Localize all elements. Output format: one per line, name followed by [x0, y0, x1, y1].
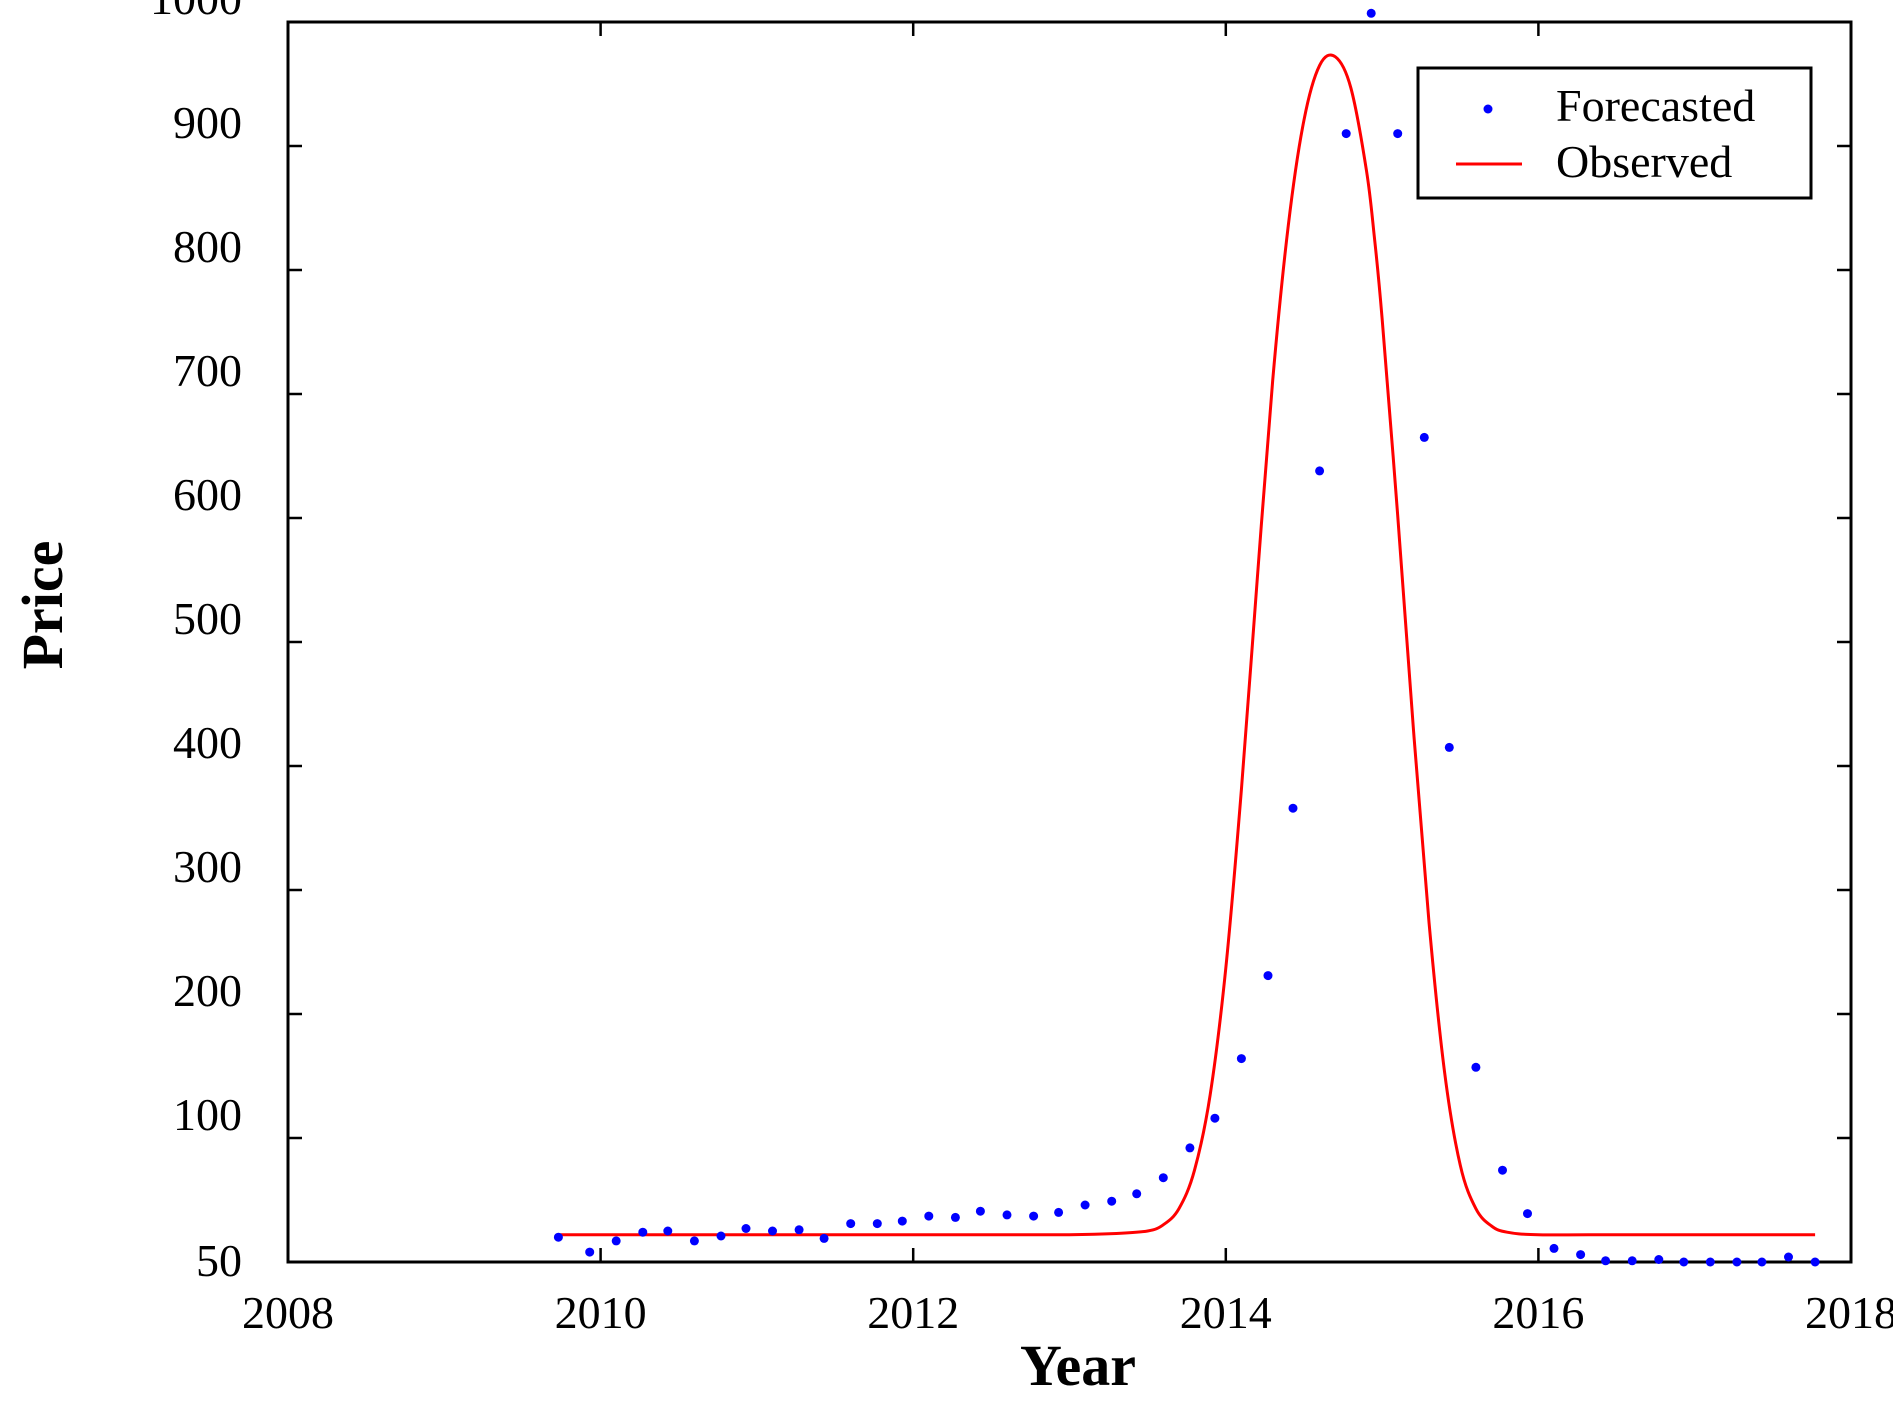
- legend-label-observed: Observed: [1556, 136, 1732, 187]
- y-tick-label: 500: [173, 593, 242, 644]
- forecasted-point: [1080, 1200, 1090, 1210]
- forecasted-point: [1784, 1252, 1793, 1262]
- x-tick-label: 2018: [1805, 1287, 1893, 1338]
- y-axis-title: Price: [10, 541, 75, 670]
- y-tick-label: 900: [173, 97, 242, 148]
- forecasted-point: [1185, 1143, 1195, 1153]
- forecasted-point: [1366, 8, 1376, 18]
- forecasted-point: [950, 1212, 960, 1222]
- forecasted-point: [585, 1247, 595, 1257]
- x-tick-label: 2012: [867, 1287, 959, 1338]
- y-tick-label: 50: [196, 1235, 242, 1286]
- forecasted-point: [1132, 1189, 1142, 1199]
- forecasted-point: [924, 1211, 934, 1221]
- legend-marker-forecasted: [1483, 104, 1493, 114]
- forecasted-point: [553, 1232, 563, 1242]
- forecasted-point: [611, 1236, 621, 1246]
- forecasted-point: [1315, 466, 1325, 476]
- forecasted-point: [975, 1206, 985, 1216]
- y-tick-label: 200: [173, 965, 242, 1016]
- x-axis-title: Year: [1020, 1333, 1136, 1398]
- forecasted-point: [1732, 1257, 1742, 1267]
- forecasted-point: [1523, 1209, 1532, 1219]
- forecasted-point: [1498, 1165, 1507, 1175]
- forecasted-point: [1654, 1255, 1664, 1264]
- forecasted-point: [1576, 1250, 1586, 1260]
- y-tick-label: 700: [173, 345, 242, 396]
- legend-label-forecasted: Forecasted: [1556, 80, 1755, 131]
- forecasted-point: [1705, 1257, 1715, 1267]
- forecasted-point: [1288, 803, 1298, 813]
- forecasted-point: [1810, 1257, 1820, 1267]
- y-tick-label: 400: [173, 717, 242, 768]
- forecasted-point: [1158, 1173, 1168, 1183]
- forecasted-point: [819, 1233, 829, 1243]
- legend: Forecasted Observed: [1416, 66, 1813, 200]
- forecasted-point: [1444, 742, 1454, 752]
- x-tick-label: 2010: [555, 1287, 647, 1338]
- forecasted-point: [1679, 1257, 1689, 1267]
- forecasted-point: [1341, 129, 1351, 139]
- forecasted-point: [1029, 1211, 1039, 1221]
- forecasted-point: [794, 1225, 804, 1235]
- forecasted-point: [638, 1227, 648, 1237]
- x-tick-label: 2014: [1180, 1287, 1272, 1338]
- forecasted-point: [1419, 432, 1429, 442]
- forecasted-point: [1627, 1256, 1637, 1266]
- forecasted-point: [1471, 1062, 1481, 1072]
- forecasted-point: [689, 1236, 699, 1246]
- y-tick-label: 600: [173, 469, 242, 520]
- forecasted-point: [1107, 1196, 1117, 1206]
- axis-ticks: 2008 2010 2012 2014 2016 2018 50 100 200 300 400 50…: [150, 0, 1893, 1338]
- forecasted-point: [1236, 1054, 1246, 1064]
- y-tick-label: 1000: [150, 0, 242, 24]
- x-tick-label: 2016: [1492, 1287, 1584, 1338]
- forecasted-point: [1393, 129, 1403, 139]
- y-tick-label: 800: [173, 221, 242, 272]
- forecasted-point: [1549, 1243, 1559, 1253]
- forecasted-point: [1263, 971, 1273, 981]
- forecasted-point: [768, 1226, 777, 1236]
- forecasted-point: [1002, 1210, 1012, 1220]
- forecasted-point: [846, 1219, 856, 1229]
- forecasted-point: [1601, 1256, 1611, 1266]
- forecasted-point: [897, 1216, 907, 1226]
- x-tick-label: 2008: [242, 1287, 334, 1338]
- y-tick-label: 100: [173, 1089, 242, 1140]
- forecasted-point: [1054, 1207, 1064, 1217]
- forecasted-point: [1757, 1257, 1767, 1267]
- forecasted-point: [741, 1224, 751, 1233]
- forecasted-point: [663, 1226, 673, 1236]
- y-tick-label: 300: [173, 841, 242, 892]
- series-layer: [553, 8, 1820, 1267]
- legend-box: [1416, 66, 1813, 200]
- forecasted-point: [872, 1219, 882, 1229]
- forecasted-point: [716, 1231, 726, 1241]
- observed-series-line: [558, 53, 1816, 1237]
- forecasted-point: [1210, 1113, 1220, 1123]
